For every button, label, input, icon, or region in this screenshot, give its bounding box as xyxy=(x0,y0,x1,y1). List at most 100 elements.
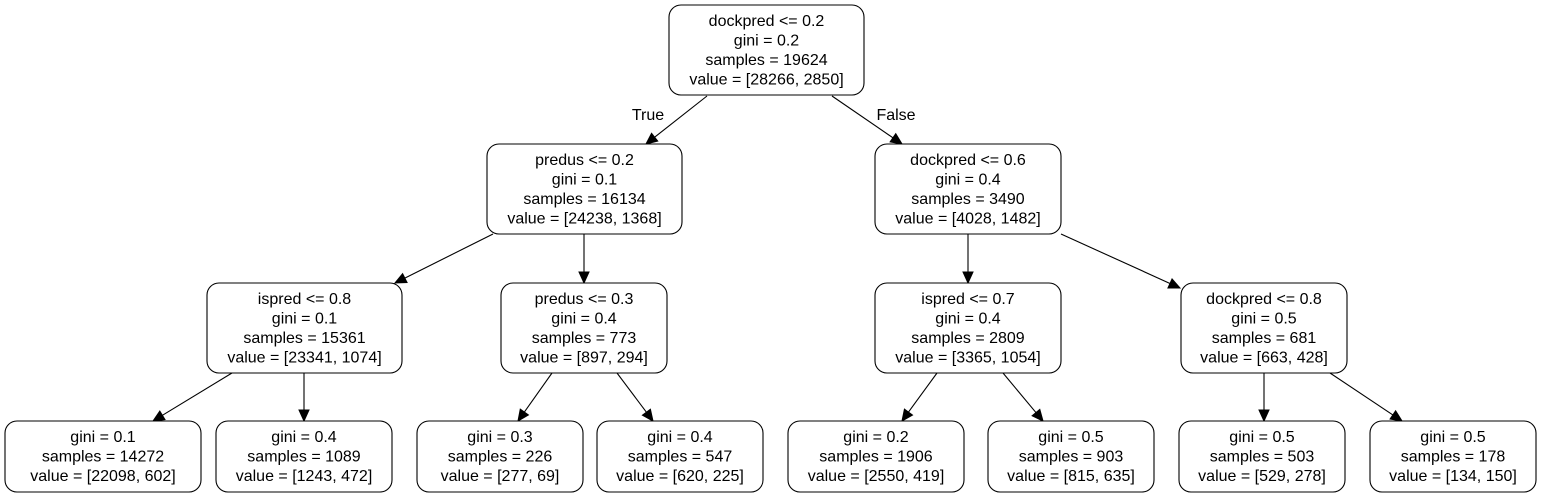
arrowhead-icon xyxy=(641,408,654,422)
leaf-node: gini = 0.1 samples = 14272 value = [22098,… xyxy=(4,420,202,493)
node-value: value = [277, 69] xyxy=(441,468,560,485)
node-value: value = [3365, 1054] xyxy=(895,349,1040,366)
leaf-node: gini = 0.4 samples = 1089 value = [1243, 4… xyxy=(215,420,393,493)
node-split-rule: predus <= 0.2 xyxy=(535,152,634,169)
split-node: dockpred <= 0.6 gini = 0.4 samples = 3490 v… xyxy=(874,143,1062,235)
node-value: value = [620, 225] xyxy=(616,468,744,485)
node-samples: samples = 903 xyxy=(1019,449,1124,466)
node-value: value = [4028, 1482] xyxy=(895,210,1040,227)
edge-n2-n5 xyxy=(962,234,974,285)
edge-n0-n2: False xyxy=(831,95,916,145)
leaf-node: gini = 0.5 samples = 903 value = [815, 635… xyxy=(987,420,1155,493)
node-value: value = [529, 278] xyxy=(1198,468,1326,485)
node-samples: samples = 16134 xyxy=(523,191,645,208)
split-node: ispred <= 0.8 gini = 0.1 samples = 15361 va… xyxy=(206,282,403,374)
node-samples: samples = 681 xyxy=(1212,330,1317,347)
node-gini: gini = 0.5 xyxy=(1038,429,1103,446)
leaf-node: gini = 0.2 samples = 1906 value = [2550, 4… xyxy=(787,420,965,493)
node-gini: gini = 0.4 xyxy=(935,310,1000,327)
arrowhead-icon xyxy=(901,408,914,422)
node-box xyxy=(874,282,1062,374)
node-gini: gini = 0.5 xyxy=(1231,310,1296,327)
node-samples: samples = 547 xyxy=(628,449,733,466)
node-box xyxy=(4,420,202,493)
node-samples: samples = 15361 xyxy=(243,330,365,347)
node-gini: gini = 0.5 xyxy=(1229,429,1294,446)
leaf-node: gini = 0.3 samples = 226 value = [277, 69] xyxy=(416,420,584,493)
edge-line xyxy=(523,372,553,413)
node-value: value = [23341, 1074] xyxy=(227,349,381,366)
node-split-rule: dockpred <= 0.8 xyxy=(1206,291,1322,308)
edge-line xyxy=(1002,372,1037,413)
node-gini: gini = 0.1 xyxy=(70,429,135,446)
arrowhead-icon xyxy=(889,132,903,145)
split-node: dockpred <= 0.8 gini = 0.5 samples = 681 va… xyxy=(1180,282,1348,374)
edge-n6-n13 xyxy=(1258,373,1270,423)
edge-line xyxy=(831,95,894,139)
node-box xyxy=(416,420,584,493)
edge-n5-n11 xyxy=(901,372,938,422)
edge-line xyxy=(404,233,494,279)
split-node: predus <= 0.3 gini = 0.4 samples = 773 valu… xyxy=(500,282,668,374)
node-samples: samples = 19624 xyxy=(705,52,827,69)
edge-n2-n6 xyxy=(1060,233,1182,289)
node-gini: gini = 0.4 xyxy=(551,310,616,327)
node-value: value = [897, 294] xyxy=(520,349,648,366)
node-box xyxy=(500,282,668,374)
edge-label-true: True xyxy=(632,107,664,124)
leaf-node: gini = 0.5 samples = 178 value = [134, 150… xyxy=(1369,420,1537,493)
node-box xyxy=(874,143,1062,235)
edge-n1-n4 xyxy=(578,234,590,285)
arrowhead-icon xyxy=(1031,408,1044,422)
split-node: predus <= 0.2 gini = 0.1 samples = 16134 va… xyxy=(486,143,683,235)
node-samples: samples = 226 xyxy=(448,449,553,466)
edge-line xyxy=(1329,372,1394,416)
node-value: value = [22098, 602] xyxy=(30,468,175,485)
arrowhead-icon xyxy=(298,409,310,423)
node-box xyxy=(1178,420,1346,493)
node-gini: gini = 0.2 xyxy=(843,429,908,446)
edge-n3-n8 xyxy=(298,373,310,423)
arrowhead-icon xyxy=(962,271,974,285)
node-value: value = [24238, 1368] xyxy=(507,210,661,227)
arrowhead-icon xyxy=(517,408,530,422)
node-split-rule: ispred <= 0.8 xyxy=(258,291,352,308)
node-samples: samples = 3490 xyxy=(911,191,1025,208)
edge-n6-n14 xyxy=(1329,372,1404,422)
node-split-rule: dockpred <= 0.2 xyxy=(709,13,825,30)
node-gini: gini = 0.4 xyxy=(935,171,1000,188)
node-value: value = [28266, 2850] xyxy=(689,71,843,88)
edge-line xyxy=(654,95,708,138)
node-gini: gini = 0.5 xyxy=(1420,429,1485,446)
edge-n4-n9 xyxy=(517,372,553,422)
node-gini: gini = 0.3 xyxy=(467,429,532,446)
edge-n4-n10 xyxy=(616,372,654,422)
node-gini: gini = 0.4 xyxy=(271,429,336,446)
arrowhead-icon xyxy=(1389,409,1404,422)
arrowhead-icon xyxy=(151,410,166,422)
node-samples: samples = 14272 xyxy=(42,449,164,466)
node-samples: samples = 1089 xyxy=(247,449,361,466)
split-node: dockpred <= 0.2 gini = 0.2 samples = 19624… xyxy=(668,4,865,96)
node-gini: gini = 0.2 xyxy=(734,32,799,49)
node-samples: samples = 1906 xyxy=(819,449,933,466)
arrowhead-icon xyxy=(1258,409,1270,423)
node-box xyxy=(987,420,1155,493)
node-value: value = [2550, 419] xyxy=(808,468,945,485)
node-box xyxy=(787,420,965,493)
node-split-rule: ispred <= 0.7 xyxy=(921,291,1015,308)
node-gini: gini = 0.1 xyxy=(552,171,617,188)
arrowhead-icon xyxy=(393,272,408,284)
node-value: value = [134, 150] xyxy=(1389,468,1517,485)
node-value: value = [663, 428] xyxy=(1200,349,1328,366)
edge-line xyxy=(908,372,938,413)
edge-n0-n1: True xyxy=(632,95,708,145)
arrowhead-icon xyxy=(645,132,659,145)
node-box xyxy=(668,4,865,96)
split-node: ispred <= 0.7 gini = 0.4 samples = 2809 val… xyxy=(874,282,1062,374)
node-box xyxy=(206,282,403,374)
node-value: value = [815, 635] xyxy=(1007,468,1135,485)
leaf-node: gini = 0.4 samples = 547 value = [620, 225… xyxy=(596,420,764,493)
node-box xyxy=(596,420,764,493)
